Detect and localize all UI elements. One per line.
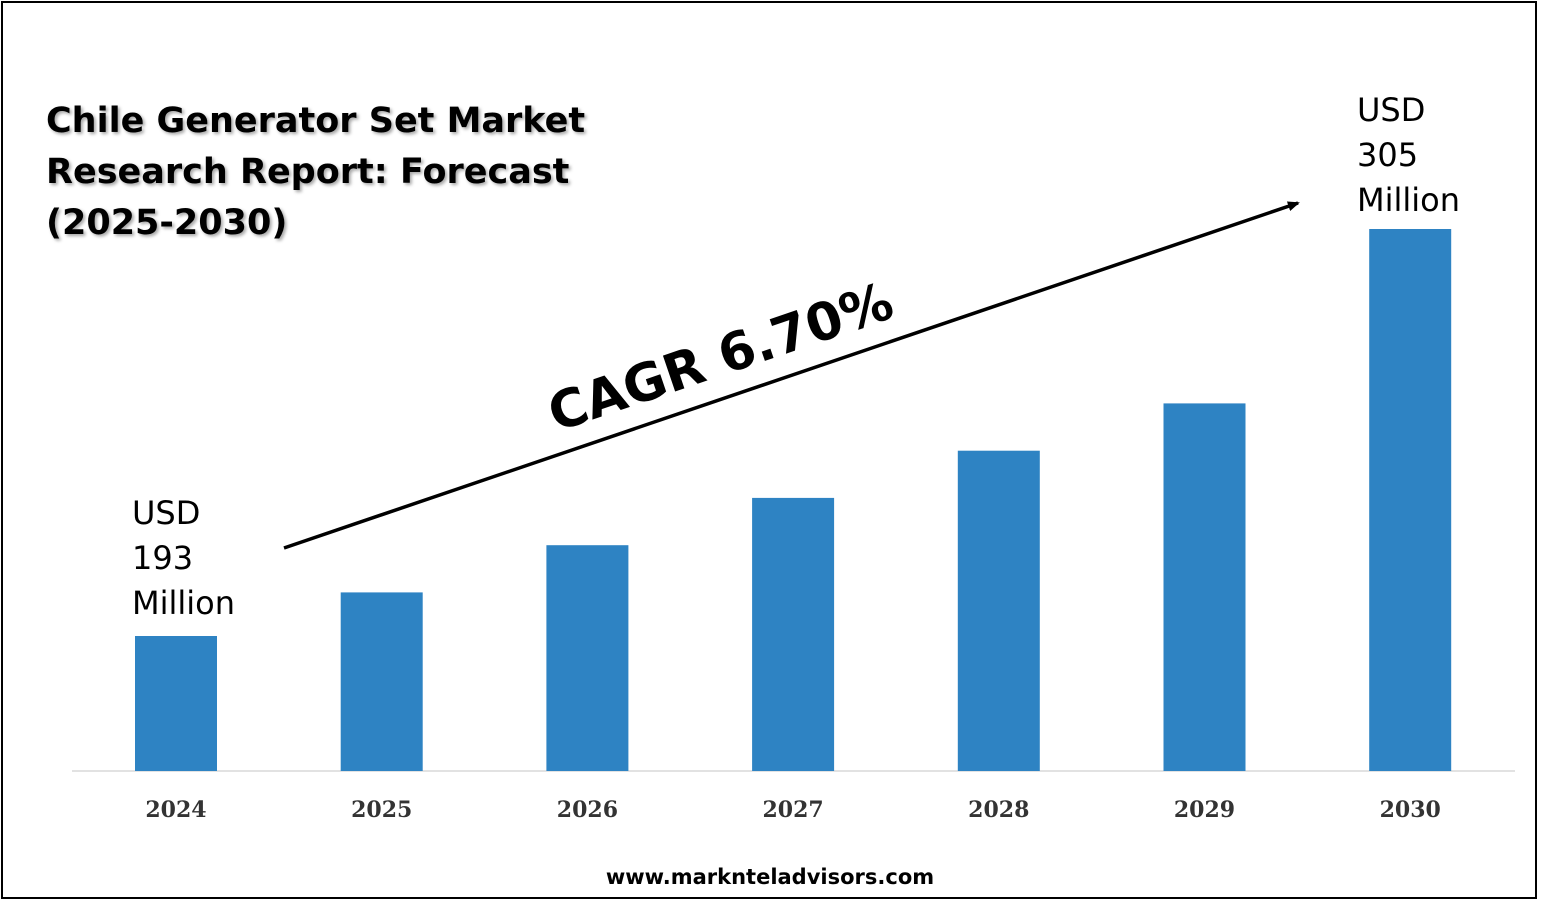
x-tick-2025: 2025 bbox=[351, 797, 412, 823]
bar-2029 bbox=[1163, 403, 1246, 771]
bar-2025 bbox=[340, 592, 423, 771]
end-value-unit: Million bbox=[1357, 181, 1460, 219]
start-value-label: USD 193 Million bbox=[132, 494, 235, 622]
growth-arrow bbox=[283, 201, 1300, 550]
x-tick-2027: 2027 bbox=[762, 797, 823, 823]
bar-2024 bbox=[135, 636, 217, 771]
end-value-number: 305 bbox=[1357, 136, 1418, 174]
start-value-currency: USD bbox=[132, 494, 200, 532]
source-url: www.marknteladvisors.com bbox=[606, 865, 934, 889]
chart-title: Chile Generator Set Market Research Repo… bbox=[46, 101, 586, 243]
bar-2028 bbox=[957, 450, 1040, 771]
start-value-unit: Million bbox=[132, 584, 235, 622]
x-tick-2028: 2028 bbox=[968, 797, 1029, 823]
start-value-number: 193 bbox=[132, 539, 193, 577]
x-tick-2024: 2024 bbox=[145, 797, 206, 823]
x-tick-2029: 2029 bbox=[1174, 797, 1235, 823]
end-value-currency: USD bbox=[1357, 91, 1425, 129]
x-tick-2030: 2030 bbox=[1380, 797, 1441, 823]
bar-2027 bbox=[752, 497, 835, 771]
bar-2026 bbox=[546, 545, 629, 771]
x-tick-2026: 2026 bbox=[557, 797, 618, 823]
end-value-label: USD 305 Million bbox=[1357, 91, 1460, 219]
bar-2030 bbox=[1369, 229, 1452, 771]
